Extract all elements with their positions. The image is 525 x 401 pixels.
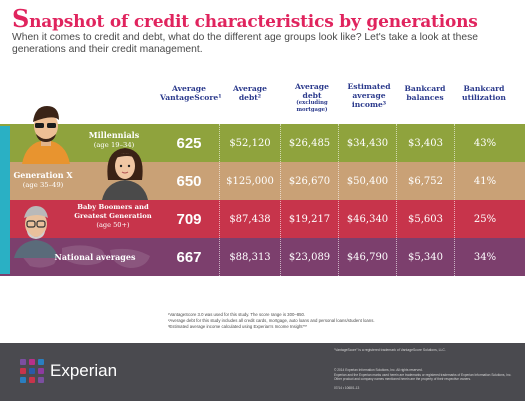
cell-utilization-national: 34% xyxy=(473,251,497,263)
footer-copyright: © 2014 Experian Information Solutions, I… xyxy=(334,368,423,372)
band-millennials xyxy=(0,124,525,162)
cell-income-national: $46,790 xyxy=(346,251,389,263)
row-name: National averages xyxy=(54,252,136,262)
header-bankcard-balances: Bankcard balances xyxy=(396,84,454,134)
row-age: (age 35–49) xyxy=(22,181,64,189)
header-average-debt: Average debt² xyxy=(222,84,278,134)
column-divider xyxy=(280,124,281,276)
row-label-national-averages: National averages xyxy=(40,252,150,262)
world-map-graphic xyxy=(20,245,150,268)
cell-debt-millennials: $52,120 xyxy=(229,137,271,149)
header-line: debt xyxy=(302,91,322,100)
header-line: Bankcard xyxy=(404,84,446,93)
header-note: (excluding mortgage) xyxy=(296,100,328,113)
band-national-averages xyxy=(0,238,525,276)
header-line: balances xyxy=(406,93,444,102)
experian-logo-icon xyxy=(20,359,44,383)
header-line: average xyxy=(352,91,386,100)
header-bankcard-utilization: Bankcard utilization xyxy=(454,84,514,134)
header-line: Average xyxy=(295,82,329,91)
header-line: debt² xyxy=(238,93,262,102)
row-name: Millennials xyxy=(88,130,140,140)
band-generation-x xyxy=(0,162,525,200)
cell-score-national: 667 xyxy=(176,248,202,266)
header-line: income³ xyxy=(351,100,387,109)
experian-wordmark: Experian xyxy=(50,361,118,380)
cell-debt-ex-national: $23,089 xyxy=(288,251,331,263)
header-line: Average xyxy=(233,84,267,93)
footnote: ¹VantageScore 3.0 was used for this stud… xyxy=(168,312,306,317)
cell-balances-baby-boomers: $5,603 xyxy=(408,213,443,225)
cell-debt-ex-generation-x: $26,670 xyxy=(288,175,331,187)
cell-debt-generation-x: $125,000 xyxy=(226,175,274,187)
column-divider xyxy=(454,124,455,276)
cell-balances-generation-x: $6,752 xyxy=(408,175,443,187)
cell-balances-national: $5,340 xyxy=(408,251,443,263)
row-age: (age 19–34) xyxy=(93,141,135,149)
band-baby-boomers xyxy=(0,200,525,238)
footnote: ³Estimated average income calculated usi… xyxy=(168,324,307,330)
cell-score-millennials: 625 xyxy=(176,134,202,152)
cell-score-generation-x: 650 xyxy=(176,172,202,190)
header-estimated-income: Estimated average income³ xyxy=(338,82,400,132)
cell-utilization-baby-boomers: 25% xyxy=(473,213,497,225)
row-age: (age 50+) xyxy=(96,221,130,229)
cell-score-baby-boomers: 709 xyxy=(176,210,202,228)
footnote: ²Average debt for this study includes al… xyxy=(168,318,375,324)
cell-debt-ex-baby-boomers: $19,217 xyxy=(288,213,331,225)
row-label-millennials: Millennials (age 19–34) xyxy=(68,130,160,150)
header-line: Bankcard xyxy=(463,84,505,93)
header-line: Estimated xyxy=(347,82,391,91)
row-name: Generation X xyxy=(13,170,73,180)
row-label-generation-x: Generation X (age 35–49) xyxy=(4,170,82,190)
cell-debt-ex-millennials: $26,485 xyxy=(288,137,331,149)
footer-code: 07/14 • 1068/1-13 xyxy=(334,385,360,390)
footer-legal-line: Experian and the Experian marks used her… xyxy=(334,372,512,377)
cell-utilization-generation-x: 41% xyxy=(473,175,497,187)
footnotes: ¹VantageScore 3.0 was used for this stud… xyxy=(168,312,508,331)
header-average-debt-ex-mortgage: Average debt (excluding mortgage) xyxy=(282,82,342,132)
row-name: Baby Boomers and Greatest Generation xyxy=(74,203,152,220)
footer-legal-line: Other product and company names mentione… xyxy=(334,377,471,382)
column-divider xyxy=(219,124,220,276)
cell-utilization-millennials: 43% xyxy=(473,137,497,149)
footer-trademark: “VantageScore” is a registered trademark… xyxy=(334,348,446,352)
header-line: Average xyxy=(172,84,206,93)
cell-income-generation-x: $50,400 xyxy=(346,175,389,187)
header-vantagescore: Average VantageScore¹ xyxy=(160,84,222,134)
cell-debt-national: $88,313 xyxy=(229,251,271,263)
cell-balances-millennials: $3,403 xyxy=(408,137,443,149)
page-subtitle: When it comes to credit and debt, what d… xyxy=(12,32,478,55)
title-rest: napshot of credit characteristics by gen… xyxy=(29,12,478,32)
column-divider xyxy=(338,124,339,276)
page-title: Snapshot of credit characteristics by ge… xyxy=(12,4,522,33)
column-divider xyxy=(396,124,397,276)
cell-debt-baby-boomers: $87,438 xyxy=(229,213,271,225)
title-initial: S xyxy=(12,4,30,33)
cell-income-baby-boomers: $46,340 xyxy=(346,213,389,225)
footer: Experian “VantageScore” is a registered … xyxy=(0,343,525,401)
left-accent-tab xyxy=(0,126,10,274)
row-label-baby-boomers: Baby Boomers and Greatest Generation (ag… xyxy=(64,203,162,230)
header-line: VantageScore¹ xyxy=(160,93,222,102)
header-line: utilization xyxy=(462,93,506,102)
footer-legal: © 2014 Experian Information Solutions, I… xyxy=(334,368,520,390)
cell-income-millennials: $34,430 xyxy=(346,137,389,149)
generation-x-woman-illustration xyxy=(102,148,148,200)
millennial-man-illustration xyxy=(22,106,70,164)
baby-boomer-man-illustration xyxy=(14,206,58,258)
